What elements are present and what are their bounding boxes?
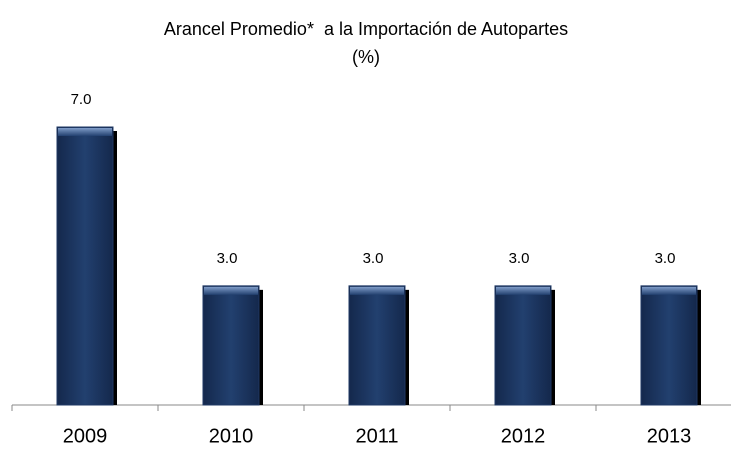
x-tick-label: 2010	[209, 425, 254, 447]
bar	[494, 285, 552, 406]
x-tick-label: 2013	[647, 425, 692, 447]
data-label: 3.0	[655, 250, 676, 267]
chart-subtitle: (%)	[352, 47, 380, 67]
data-label: 3.0	[363, 250, 384, 267]
bar	[348, 285, 406, 406]
x-tick-label: 2012	[501, 425, 546, 447]
bar	[202, 285, 260, 406]
bar-cap	[204, 286, 258, 295]
x-tick-label: 2009	[63, 425, 108, 447]
bar-cap	[58, 128, 112, 136]
bar-cap	[496, 286, 550, 295]
bar	[640, 285, 698, 406]
data-label: 3.0	[509, 250, 530, 267]
bar-cap	[642, 286, 696, 295]
bar-cap	[350, 286, 404, 295]
data-label: 7.0	[71, 91, 92, 108]
data-label: 3.0	[217, 250, 238, 267]
chart-title: Arancel Promedio* a la Importación de Au…	[164, 19, 568, 39]
bar	[56, 126, 114, 406]
x-tick-label: 2011	[355, 425, 398, 447]
